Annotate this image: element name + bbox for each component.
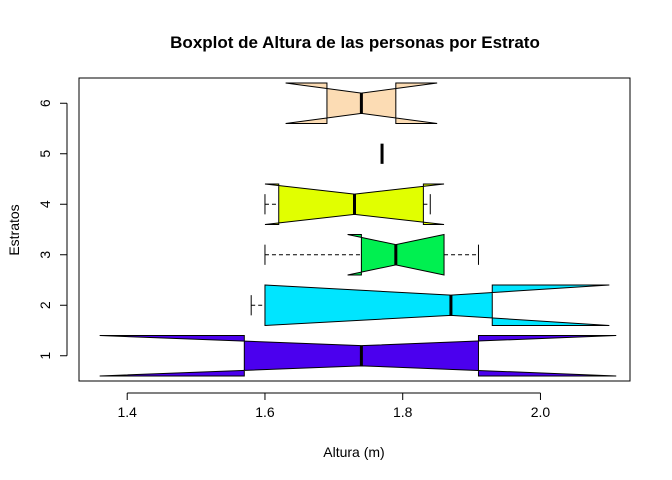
y-tick-label: 6 (37, 99, 53, 107)
box-estrato-6 (285, 82, 438, 124)
x-axis-label: Altura (m) (323, 444, 384, 460)
y-axis-label: Estratos (6, 204, 22, 255)
y-tick-label: 3 (37, 251, 53, 259)
notched-box (99, 335, 617, 377)
x-tick-label: 1.6 (255, 404, 275, 420)
notched-box (264, 284, 610, 326)
boxes-layer (99, 82, 617, 377)
chart-title: Boxplot de Altura de las personas por Es… (170, 33, 540, 52)
y-tick-label: 2 (37, 301, 53, 309)
box-estrato-2 (250, 284, 610, 326)
x-tick-label: 1.8 (393, 404, 413, 420)
x-tick-label: 1.4 (117, 404, 137, 420)
x-axis: 1.4 1.6 1.8 2.0 (117, 392, 551, 420)
y-tick-label: 1 (37, 352, 53, 360)
x-tick-label: 2.0 (531, 404, 551, 420)
y-axis: 1 2 3 4 5 6 (37, 99, 68, 360)
y-tick-label: 5 (37, 150, 53, 158)
box-estrato-1 (99, 335, 617, 377)
y-tick-label: 4 (37, 200, 53, 208)
plot-frame (78, 77, 631, 382)
box-estrato-3 (264, 233, 479, 276)
box-estrato-4 (264, 183, 445, 225)
